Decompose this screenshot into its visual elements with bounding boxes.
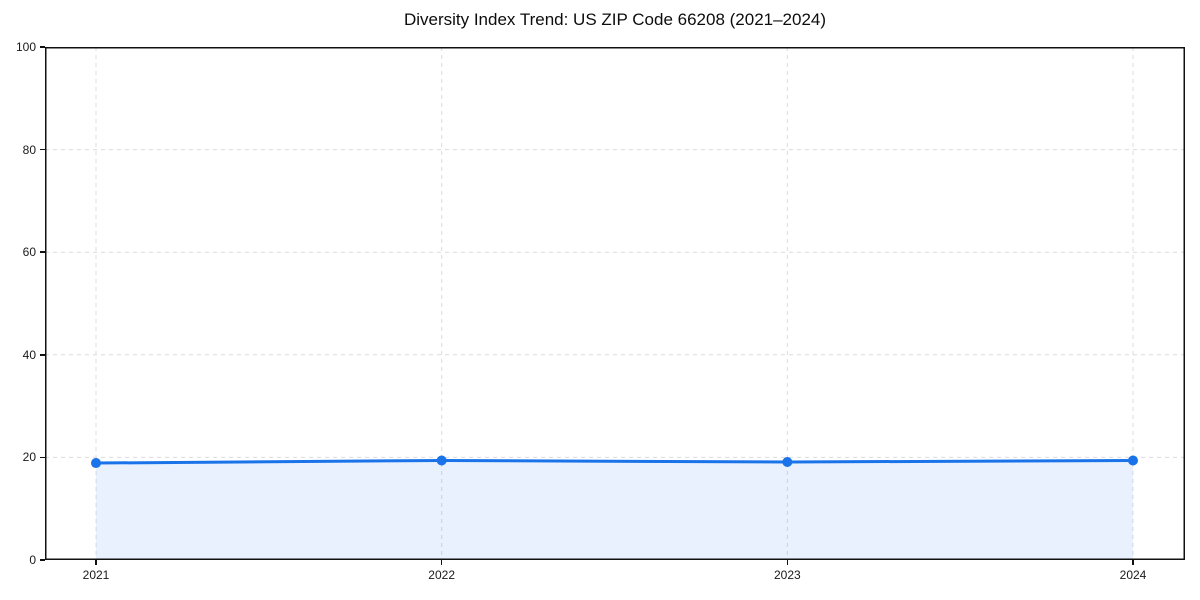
trend-line <box>94 458 1135 465</box>
x-tick-label: 2021 <box>82 568 110 582</box>
data-point-marker <box>91 458 101 469</box>
y-tick-label: 40 <box>22 347 36 362</box>
y-tick-mark <box>40 354 45 356</box>
x-tick-mark <box>1132 560 1134 565</box>
y-tick-mark <box>40 559 45 561</box>
y-tick-mark <box>40 148 45 151</box>
area-fill <box>96 460 1133 560</box>
plot-area <box>45 47 1185 560</box>
x-tick-mark <box>440 560 443 565</box>
x-tick-label: 2024 <box>1119 568 1147 582</box>
y-tick-mark <box>40 46 45 48</box>
x-tick-mark <box>786 560 789 565</box>
x-tick-mark <box>95 560 97 565</box>
y-tick-label: 80 <box>22 142 36 157</box>
y-tick-mark <box>40 456 45 459</box>
data-point-marker <box>782 457 793 468</box>
x-tick-label: 2022 <box>428 568 455 582</box>
y-tick-label: 60 <box>22 245 36 260</box>
y-tick-label: 0 <box>29 553 36 567</box>
chart-title: Diversity Index Trend: US ZIP Code 66208… <box>403 10 827 29</box>
data-point-marker <box>1128 455 1138 466</box>
y-tick-label: 100 <box>15 40 36 54</box>
x-tick-label: 2023 <box>773 568 801 582</box>
data-point-marker <box>436 455 447 466</box>
plot-border <box>45 47 1185 560</box>
y-tick-label: 20 <box>22 450 36 465</box>
y-tick-mark <box>40 251 45 253</box>
